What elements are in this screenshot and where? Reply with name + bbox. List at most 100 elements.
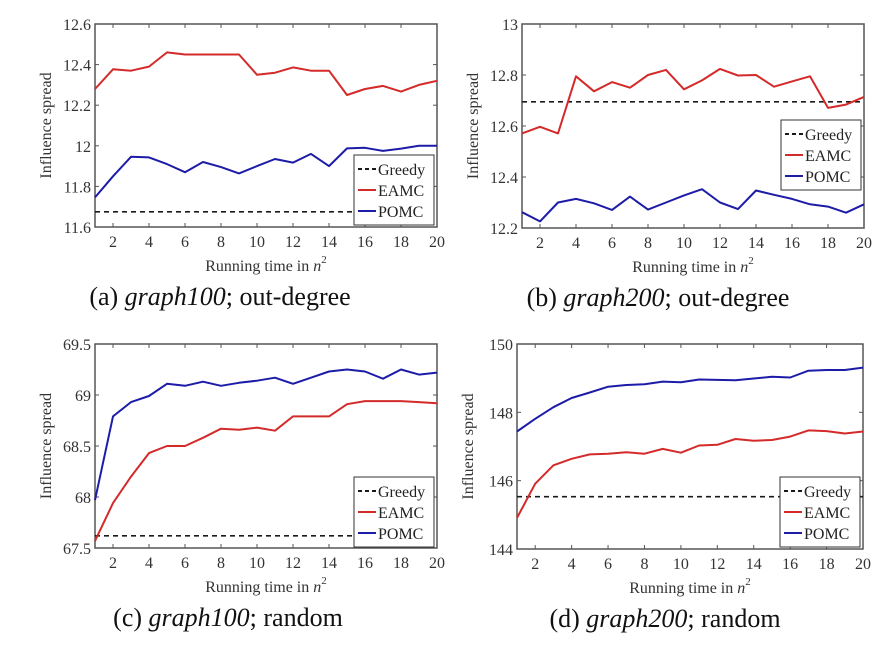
x-tick-label: 10 (249, 555, 265, 572)
x-tick-label: 18 (820, 235, 836, 252)
series-pomc (94, 144, 437, 199)
x-tick-label: 10 (676, 235, 692, 252)
y-tick-label: 11.8 (64, 179, 91, 196)
y-tick-label: 69 (75, 388, 91, 405)
x-axis-title: Running time in n2 (632, 255, 754, 276)
x-tick-label: 12 (709, 556, 725, 573)
x-tick-label: 4 (568, 556, 576, 573)
x-tick-label: 16 (782, 556, 798, 573)
series-line-eamc (94, 400, 438, 542)
legend-label-eamc: EAMC (378, 505, 424, 522)
series-line-pomc (94, 144, 437, 199)
x-tick-label: 20 (429, 234, 445, 251)
x-tick-label: 8 (644, 235, 652, 252)
y-tick-label: 150 (489, 337, 513, 354)
y-tick-label: 12.2 (490, 221, 518, 238)
x-tick-label: 12 (285, 555, 301, 572)
x-tick-label: 2 (531, 556, 539, 573)
subplot-a: 2 4 6 8 10 12 14 16 18 20 11.6 11.8 12 12.2 12.4 12.6 Gr… (38, 17, 445, 311)
x-tick-label: 16 (357, 234, 373, 251)
legend-label-eamc: EAMC (378, 183, 424, 200)
x-tick-label: 4 (572, 235, 580, 252)
y-tick-label: 148 (489, 405, 513, 422)
x-tick-label: 8 (217, 555, 225, 572)
legend-label-eamc: EAMC (804, 505, 850, 522)
x-tick-label: 16 (357, 555, 373, 572)
x-tick-label: 20 (856, 235, 872, 252)
x-tick-label: 14 (748, 235, 764, 252)
legend-label-pomc: POMC (805, 169, 850, 186)
y-tick-label: 13 (502, 17, 518, 34)
y-axis-title: Influence spread (460, 393, 477, 499)
legend-label-greedy: Greedy (804, 484, 851, 501)
y-tick-label: 11.6 (64, 220, 91, 237)
x-tick-label: 10 (249, 234, 265, 251)
y-tick-label: 68.5 (63, 439, 91, 456)
y-axis-title: Influence spread (465, 73, 482, 179)
series-pomc (94, 368, 438, 501)
x-tick-label: 14 (746, 556, 762, 573)
legend-label-pomc: POMC (378, 526, 423, 543)
y-tick-label: 12.8 (490, 68, 518, 85)
series-eamc (521, 67, 865, 135)
subplot-caption: (d) graph200; random (549, 604, 780, 633)
x-tick-label: 4 (145, 555, 153, 572)
legend-label-pomc: POMC (378, 204, 423, 221)
x-tick-label: 6 (608, 235, 616, 252)
y-axis-title: Influence spread (38, 72, 55, 178)
legend-label-pomc: POMC (804, 526, 849, 543)
x-tick-label: 14 (321, 555, 337, 572)
x-tick-label: 4 (145, 234, 153, 251)
legend: Greedy EAMC POMC (353, 154, 435, 226)
y-tick-label: 68 (75, 490, 91, 507)
x-tick-label: 16 (784, 235, 800, 252)
y-tick-label: 12 (75, 139, 91, 156)
subplot-caption: (b) graph200; out-degree (527, 283, 790, 312)
x-tick-label: 2 (109, 555, 117, 572)
y-tick-label: 12.4 (490, 170, 518, 187)
legend-label-greedy: Greedy (378, 484, 425, 501)
subplot-c: 2 4 6 8 10 12 14 16 18 2067.56868.56969.5GreedyEA… (38, 337, 445, 632)
x-tick-label: 2 (536, 235, 544, 252)
series-eamc (94, 400, 438, 542)
x-axis-title: Running time in n2 (629, 576, 751, 597)
x-tick-label: 20 (855, 556, 871, 573)
series-line-pomc (516, 366, 864, 433)
y-tick-label: 69.5 (63, 337, 91, 354)
y-tick-label: 12.6 (63, 17, 91, 34)
legend: Greedy EAMC POMC (780, 119, 862, 191)
y-tick-label: 144 (489, 542, 513, 559)
y-tick-label: 67.5 (63, 541, 91, 558)
subplot-d: 2 4 6 8 10 12 14 16 18 20 144 146 148 150 Greedy EAMC PO… (460, 337, 871, 633)
x-tick-label: 8 (640, 556, 648, 573)
y-tick-label: 12.2 (63, 98, 91, 115)
x-axis-title: Running time in n2 (205, 575, 327, 596)
series-eamc (94, 51, 438, 96)
legend-label-greedy: Greedy (378, 162, 425, 179)
series-line-pomc (94, 368, 438, 501)
legend: Greedy EAMC POMC (779, 476, 861, 548)
legend-label-eamc: EAMC (805, 148, 851, 165)
x-tick-label: 6 (604, 556, 612, 573)
subplot-b: 2 4 6 8 10 12 14 16 18 20 12.2 12.4 12.6 12.8 13 Greedy… (465, 17, 872, 312)
x-tick-label: 18 (393, 234, 409, 251)
x-tick-label: 2 (109, 234, 117, 251)
y-tick-label: 12.4 (63, 58, 91, 75)
x-tick-label: 14 (321, 234, 337, 251)
x-tick-label: 20 (429, 555, 445, 572)
series-line-eamc (94, 51, 438, 96)
subplot-caption: (c) graph100; random (113, 603, 343, 632)
series-line-eamc (516, 429, 864, 519)
subplot-caption: (a) graph100; out-degree (89, 282, 350, 311)
plot-area-frame (521, 23, 865, 229)
y-tick-label: 146 (489, 474, 513, 491)
series-pomc (516, 366, 864, 433)
x-axis-title: Running time in n2 (205, 254, 327, 275)
x-tick-label: 6 (181, 234, 189, 251)
series-line-pomc (521, 188, 865, 223)
x-tick-label: 8 (217, 234, 225, 251)
series-pomc (521, 188, 865, 223)
series-line-eamc (521, 67, 865, 135)
legend: Greedy EAMC POMC (353, 476, 435, 548)
